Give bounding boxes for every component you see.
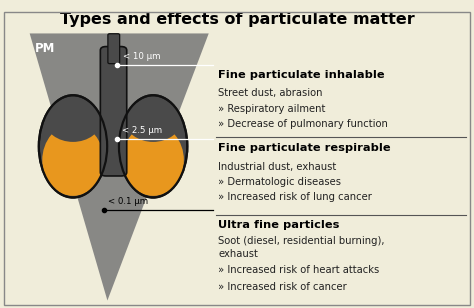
- Text: » Increased risk of lung cancer: » Increased risk of lung cancer: [218, 192, 372, 202]
- Text: Street dust, abrasion: Street dust, abrasion: [218, 88, 323, 98]
- Ellipse shape: [122, 124, 184, 196]
- Ellipse shape: [45, 99, 101, 142]
- Ellipse shape: [125, 99, 181, 142]
- Ellipse shape: [42, 124, 104, 196]
- Text: PM: PM: [36, 42, 55, 55]
- Text: Industrial dust, exhaust: Industrial dust, exhaust: [218, 162, 337, 172]
- Ellipse shape: [39, 95, 107, 197]
- Text: » Respiratory ailment: » Respiratory ailment: [218, 103, 326, 114]
- Text: exhaust: exhaust: [218, 249, 258, 259]
- Text: » Increased risk of cancer: » Increased risk of cancer: [218, 282, 347, 292]
- Text: » Decrease of pulmonary function: » Decrease of pulmonary function: [218, 119, 388, 129]
- Text: Types and effects of particulate matter: Types and effects of particulate matter: [60, 12, 414, 27]
- FancyBboxPatch shape: [108, 34, 119, 64]
- Text: Fine particulate respirable: Fine particulate respirable: [218, 143, 391, 153]
- Text: » Increased risk of heart attacks: » Increased risk of heart attacks: [218, 265, 379, 275]
- Text: » Dermatologic diseases: » Dermatologic diseases: [218, 177, 341, 187]
- Text: < 2.5 μm: < 2.5 μm: [122, 126, 162, 135]
- Text: Ultra fine particles: Ultra fine particles: [218, 220, 339, 230]
- FancyBboxPatch shape: [100, 47, 127, 176]
- Ellipse shape: [119, 95, 187, 197]
- Text: Soot (diesel, residential burning),: Soot (diesel, residential burning),: [218, 237, 385, 246]
- Text: < 0.1 μm: < 0.1 μm: [108, 197, 148, 206]
- Polygon shape: [30, 34, 209, 301]
- Text: < 10 μm: < 10 μm: [123, 52, 161, 61]
- Text: Fine particulate inhalable: Fine particulate inhalable: [218, 70, 385, 80]
